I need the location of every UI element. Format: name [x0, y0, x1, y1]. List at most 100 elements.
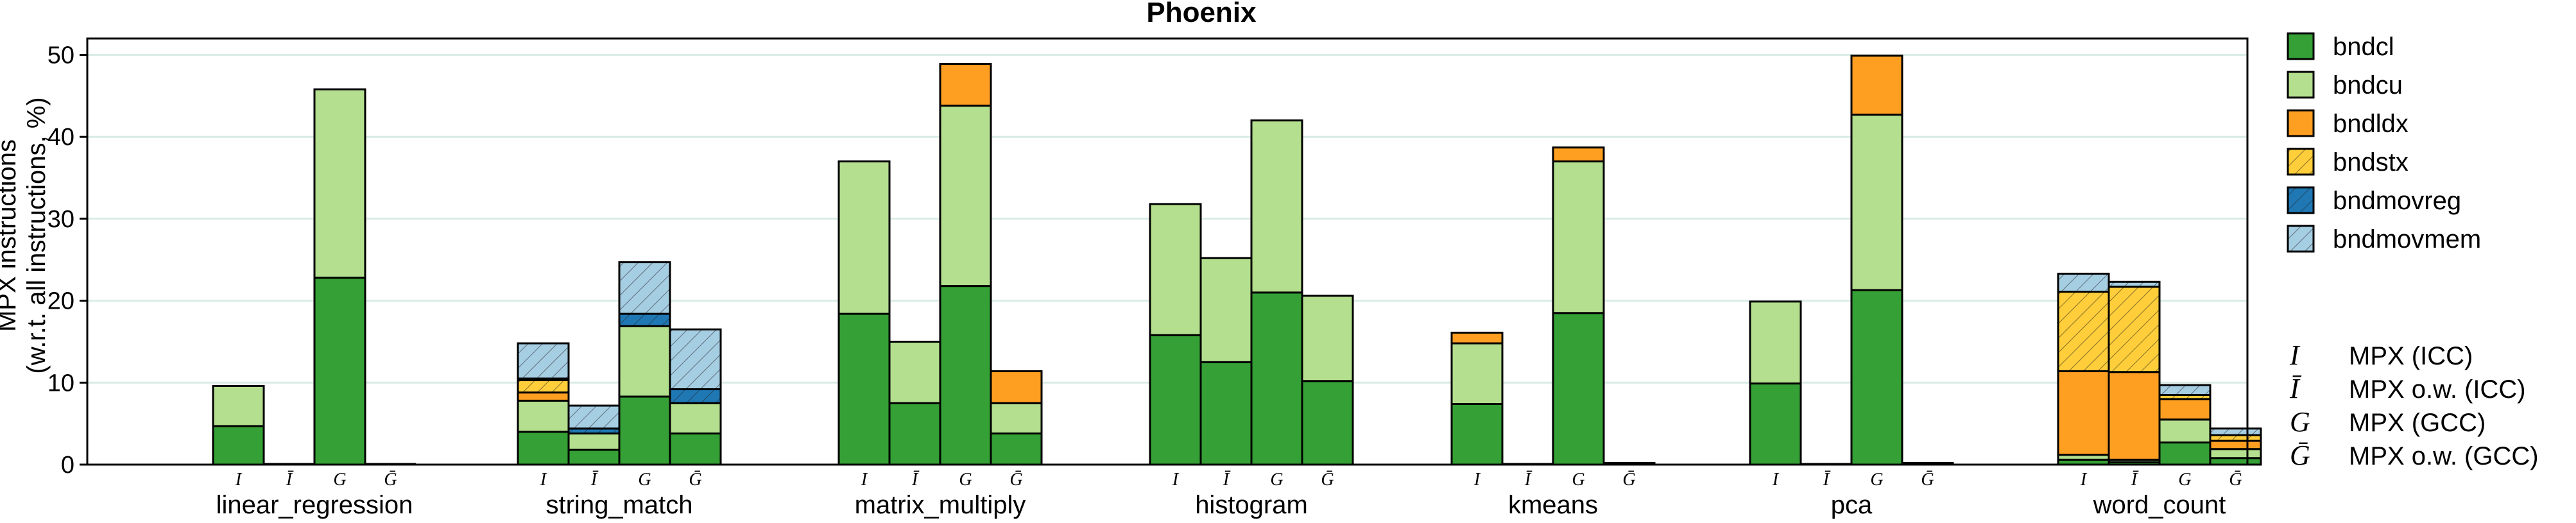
y-axis-label: MPX instructions (w.r.t. all instruction… [0, 97, 51, 373]
variant-label: I [540, 470, 547, 490]
bar-linear_regression-0-bndcu [212, 384, 265, 427]
bar-string_match-1-bndcl [567, 449, 621, 466]
variant-label: I [1473, 470, 1481, 490]
plot-frame [86, 37, 2249, 466]
variant-label: I [861, 470, 868, 490]
key-label: MPX (ICC) [2349, 342, 2473, 370]
legend-label-bndmovmem: bndmovmem [2333, 225, 2481, 253]
bar-word_count-0-bndstx [2057, 291, 2110, 372]
bar-string_match-2-bndmovreg [618, 313, 671, 327]
bar-matrix_multiply-2-bndldx [939, 63, 992, 107]
variant-key: I MPX (ICC) Ī MPX o.w. (ICC) G MPX (GCC) Ḡ MPX … [2289, 339, 2539, 471]
bar-word_count-2-bndmovmem [2158, 384, 2211, 396]
legend-swatch-bndstx [2287, 148, 2315, 176]
bar-histogram-0-bndcl [1149, 334, 1202, 466]
bar-histogram-2-bndcu [1250, 119, 1303, 294]
legend-swatch-bndmovreg [2287, 186, 2315, 214]
bar-matrix_multiply-3-bndcu [990, 402, 1043, 434]
legend-label-bndmovreg: bndmovreg [2333, 187, 2461, 215]
bar-string_match-0-bndldx [517, 391, 570, 402]
variant-label: Ī [1823, 470, 1831, 490]
bar-kmeans-0-bndldx [1450, 331, 1504, 345]
variant-label: Ḡ [1009, 470, 1022, 490]
variant-label: G [959, 470, 972, 490]
bar-matrix_multiply-0-bndcu [837, 160, 891, 315]
variant-label: Ī [1223, 470, 1231, 490]
bar-string_match-2-bndcu [618, 325, 671, 398]
variant-label: I [1172, 470, 1180, 490]
bar-histogram-1-bndcu [1199, 257, 1253, 363]
legend-swatch-bndcu [2287, 71, 2315, 99]
bar-word_count-1-bndstx [2108, 286, 2161, 373]
variant-label: G [2178, 470, 2191, 490]
y-tick-label: 40 [47, 124, 74, 151]
variant-label: I [2080, 470, 2088, 490]
variant-label: Ḡ [1622, 470, 1635, 490]
bar-histogram-1-bndcl [1199, 361, 1253, 466]
bar-string_match-2-bndcl [618, 395, 671, 466]
bar-word_count-0-bndldx [2057, 370, 2110, 456]
bar-string_match-3-bndcu [669, 402, 722, 434]
y-tick-label: 20 [47, 288, 74, 315]
legend: bndcl bndcu bndldx bndstx bndmovreg bndmovmem [2287, 32, 2481, 253]
key-symbol: Ḡ [2290, 440, 2310, 471]
bar-linear_regression-2-bndcu [313, 88, 366, 279]
variant-label: G [333, 470, 346, 490]
bar-pca-2-bndcu [1850, 114, 1903, 291]
key-label: MPX o.w. (GCC) [2349, 442, 2539, 470]
benchmark-label: matrix_multiply [855, 491, 1026, 519]
benchmark-label: histogram [1195, 491, 1308, 519]
bar-matrix_multiply-3-bndcl [990, 432, 1043, 466]
bar-word_count-0-bndmovmem [2057, 272, 2110, 293]
y-axis-label-line1: MPX instructions [0, 139, 21, 332]
legend-label-bndldx: bndldx [2333, 110, 2409, 138]
variant-label: Ḡ [1921, 470, 1934, 490]
variant-label: I [235, 470, 243, 490]
variant-label: G [1270, 470, 1283, 490]
bar-word_count-2-bndldx [2158, 398, 2211, 421]
bar-string_match-1-bndmovmem [567, 404, 621, 430]
variant-label: Ḡ [1321, 470, 1334, 490]
bar-word_count-3-bndcl [2209, 457, 2262, 466]
bar-matrix_multiply-1-bndcl [888, 402, 941, 466]
bar-word_count-2-bndcl [2158, 442, 2211, 466]
bar-string_match-0-bndcu [517, 399, 570, 433]
key-label: MPX o.w. (ICC) [2349, 375, 2526, 404]
benchmark-label: kmeans [1508, 491, 1598, 519]
variant-label: Ḡ [2229, 470, 2242, 490]
y-tick-label: 30 [47, 206, 74, 233]
key-label: MPX (GCC) [2349, 409, 2486, 437]
variant-label: Ḡ [384, 470, 397, 490]
variant-label: Ī [2131, 470, 2139, 490]
bar-word_count-3-bndmovmem [2209, 427, 2262, 436]
variant-label: G [638, 470, 651, 490]
benchmark-label: pca [1831, 491, 1873, 519]
bar-matrix_multiply-2-bndcu [939, 105, 992, 287]
legend-swatch-bndldx [2287, 109, 2315, 137]
bar-string_match-0-bndstx [517, 379, 570, 394]
bar-word_count-3-bndldx [2209, 440, 2262, 450]
variant-label: Ī [911, 470, 920, 490]
bar-pca-2-bndcl [1850, 289, 1903, 466]
bar-word_count-3-bndcu [2209, 448, 2262, 459]
benchmark-label: word_count [2093, 491, 2226, 519]
bar-word_count-2-bndcu [2158, 418, 2211, 444]
bar-histogram-0-bndcu [1149, 203, 1202, 336]
legend-swatch-bndcl [2287, 32, 2315, 60]
variant-label: I [1772, 470, 1780, 490]
variant-label: Ḡ [689, 470, 701, 490]
variant-label: Ī [590, 470, 599, 490]
y-tick-label: 50 [47, 42, 74, 69]
bar-string_match-3-bndmovreg [669, 388, 722, 404]
bar-linear_regression-2-bndcl [313, 277, 366, 466]
bar-string_match-1-bndcu [567, 432, 621, 451]
bars [212, 55, 2262, 466]
legend-label-bndcu: bndcu [2333, 71, 2403, 99]
key-symbol: Ī [2289, 373, 2302, 404]
bar-string_match-3-bndmovmem [669, 328, 722, 391]
benchmark-label: linear_regression [216, 491, 413, 519]
variant-label: G [1870, 470, 1883, 490]
bar-string_match-0-bndmovmem [517, 342, 570, 380]
